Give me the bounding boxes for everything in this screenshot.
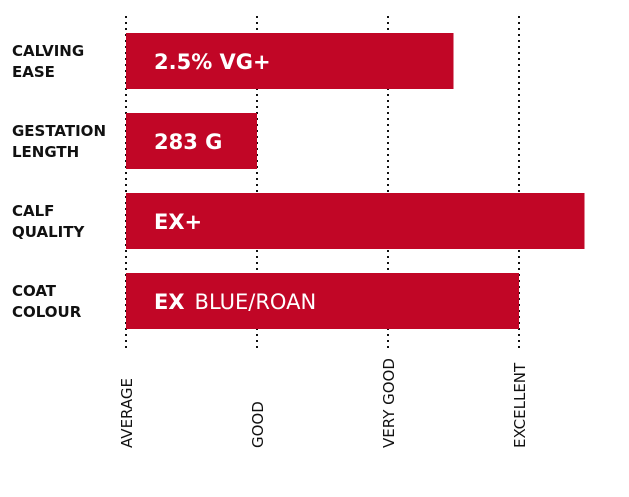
category-label: CALF QUALITY	[12, 202, 85, 241]
x-tick-label: EXCELLENT	[511, 362, 529, 448]
bar-value-label: 2.5% VG+	[154, 50, 271, 74]
bar	[126, 113, 257, 169]
x-tick-label: VERY GOOD	[380, 358, 398, 448]
category-labels: CALVING EASE GESTATION LENGTH CALF QUALITY COA…	[12, 42, 106, 321]
category-label: GESTATION LENGTH	[12, 122, 106, 161]
bar	[126, 193, 585, 249]
bar-value-label: 283 G	[154, 130, 222, 154]
category-label: CALVING EASE	[12, 42, 84, 81]
category-label: COAT COLOUR	[12, 282, 82, 321]
bar-value-label: EX+	[154, 210, 202, 234]
bar	[126, 273, 519, 329]
x-tick-label: AVERAGE	[118, 378, 136, 448]
bars: 2.5% VG+ 283 G EX+ EX BLUE/ROAN	[126, 33, 585, 329]
x-tick-labels: AVERAGE GOOD VERY GOOD EXCELLENT	[118, 358, 529, 448]
x-tick-label: GOOD	[249, 401, 267, 448]
bar	[126, 33, 454, 89]
bar-value-label: EX BLUE/ROAN	[154, 290, 316, 314]
